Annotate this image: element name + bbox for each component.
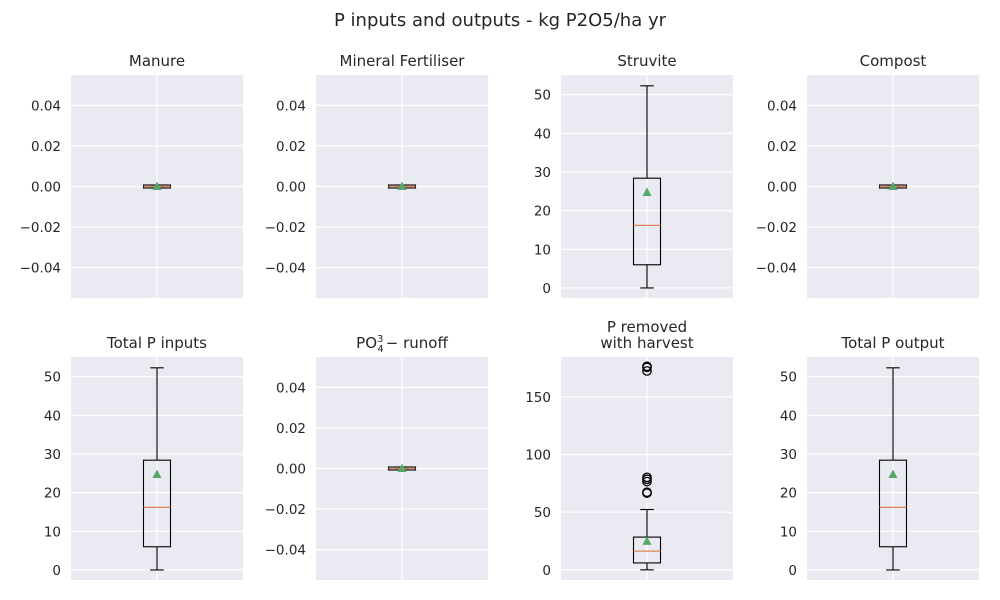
subplot-6: −0.04 −0.02 0.00 0.02 0.04 PO3 4− runoff (265, 334, 488, 580)
y-tick-label: −0.02 (756, 220, 797, 236)
subplot-title: PO3 4− runoff (356, 334, 448, 355)
y-tick-label: 40 (780, 408, 797, 424)
y-tick-label: 50 (780, 370, 797, 386)
y-tick-label: 30 (534, 165, 551, 181)
box-iqr (878, 459, 908, 548)
mean-marker (152, 181, 162, 190)
y-tick-label: 40 (44, 408, 61, 424)
y-tick-label: 30 (44, 447, 61, 463)
y-tick-label: 40 (534, 126, 551, 142)
y-tick-label: 0.04 (767, 98, 797, 114)
y-tick-label: −0.04 (20, 261, 61, 277)
y-tick-label: 10 (780, 524, 797, 540)
title-subscript: 4 (377, 344, 383, 355)
y-tick-label: 20 (44, 486, 61, 502)
y-tick-label: 0.02 (31, 139, 61, 155)
y-tick-label: 0.00 (276, 462, 306, 478)
subplot-1: −0.04 −0.02 0.00 0.02 0.04 Manure (20, 52, 243, 298)
y-tick-label: 0 (788, 563, 797, 579)
y-tick-label: 0 (542, 563, 551, 579)
mean-marker (397, 463, 407, 472)
y-tick-label: 10 (44, 524, 61, 540)
y-tick-label: 50 (534, 505, 551, 521)
y-tick-label: 0.00 (767, 180, 797, 196)
y-tick-label: 10 (534, 242, 551, 258)
y-tick-label: 30 (780, 447, 797, 463)
y-tick-label: 0.02 (276, 421, 306, 437)
mean-marker (152, 469, 162, 478)
outlier-point (642, 361, 652, 372)
outlier-point (642, 366, 652, 376)
y-tick-label: 0.04 (31, 98, 61, 114)
subplot-8: 0 10 20 30 40 50 Total P output (780, 334, 979, 580)
mean-marker (888, 469, 898, 478)
y-tick-label: 0.04 (276, 380, 306, 396)
y-tick-label: −0.02 (265, 220, 306, 236)
subplot-2: −0.04 −0.02 0.00 0.02 0.04 Mineral Fertiliser (265, 52, 488, 298)
mean-marker (642, 187, 652, 196)
y-tick-label: 20 (780, 486, 797, 502)
subplot-title: Total P output (840, 334, 944, 352)
y-tick-label: 0.02 (767, 139, 797, 155)
y-tick-label: −0.04 (265, 543, 306, 559)
y-tick-label: 20 (534, 204, 551, 220)
y-tick-label: 150 (525, 390, 551, 406)
y-tick-label: 0 (542, 281, 551, 297)
outlier-point (642, 487, 652, 498)
subplot-4: −0.04 −0.02 0.00 0.02 0.04 Compost (756, 52, 979, 298)
outlier-point (642, 472, 652, 483)
figure-suptitle: P inputs and outputs - kg P2O5/ha yr (334, 10, 667, 31)
title-rest: − runoff (386, 334, 449, 352)
y-tick-label: 0 (52, 563, 61, 579)
y-tick-label: 100 (525, 447, 551, 463)
y-tick-label: −0.04 (265, 261, 306, 277)
subplot-title: Manure (129, 52, 185, 70)
subplots-grid: −0.04 −0.02 0.00 0.02 0.04 Manure −0.04 −0.02 0.… (20, 52, 979, 580)
y-tick-label: 50 (534, 88, 551, 104)
y-tick-label: 0.02 (276, 139, 306, 155)
box-iqr (632, 177, 662, 266)
y-tick-label: 0.00 (276, 180, 306, 196)
y-tick-label: −0.02 (20, 220, 61, 236)
title-superscript: 3 (377, 334, 383, 345)
subplot-title: Total P inputs (106, 334, 207, 352)
y-tick-label: −0.04 (756, 261, 797, 277)
y-tick-label: −0.02 (265, 502, 306, 518)
subplot-title: Mineral Fertiliser (340, 52, 466, 70)
y-tick-label: 0.00 (31, 180, 61, 196)
subplot-title: Compost (860, 52, 927, 70)
box-iqr (142, 459, 172, 548)
y-tick-label: 0.04 (276, 98, 306, 114)
subplot-5: 0 10 20 30 40 50 Total P inputs (44, 334, 243, 580)
subplot-title-line2: with harvest (600, 334, 693, 352)
subplot-3: 0 10 20 30 40 50 Struvite (534, 52, 733, 298)
mean-marker (397, 181, 407, 190)
subplot-title: P removed (607, 318, 687, 336)
y-tick-label: 50 (44, 370, 61, 386)
mean-marker (888, 181, 898, 190)
mean-marker (642, 536, 652, 545)
subplot-title: Struvite (617, 52, 676, 70)
